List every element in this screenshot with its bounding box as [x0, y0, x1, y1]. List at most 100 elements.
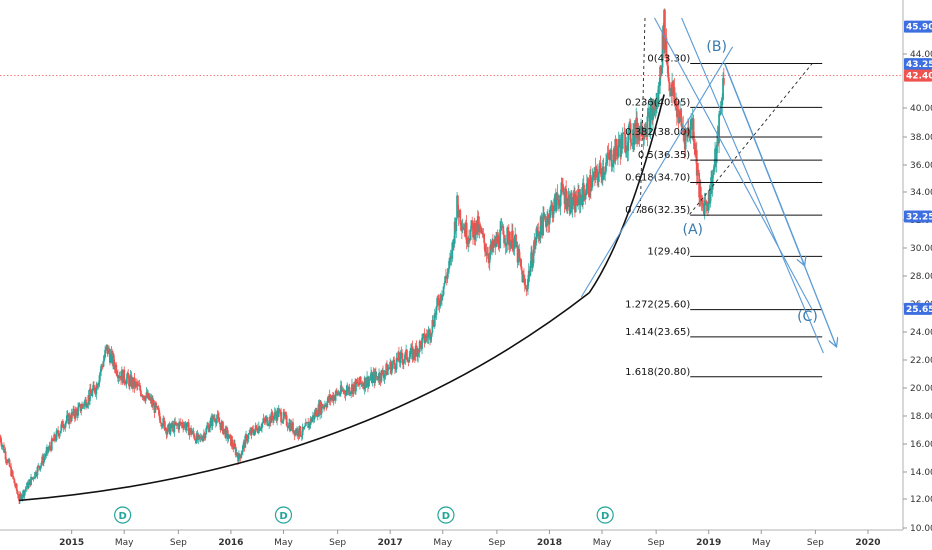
candle-body [596, 168, 599, 178]
price-tag: 25.65 [904, 302, 932, 315]
candle-body [658, 85, 661, 87]
candle-body [506, 227, 509, 244]
candle-body [60, 424, 63, 431]
candle-body [209, 420, 212, 428]
fib-level-label: 0(43.30) [647, 53, 690, 64]
candle-body [513, 238, 516, 249]
candle-body [527, 279, 529, 289]
event-marker-label: D [118, 511, 126, 522]
candle-body [606, 152, 609, 160]
dividend-event-marker[interactable]: D [437, 506, 455, 524]
candle-body [154, 402, 157, 413]
candle-body [89, 388, 92, 394]
candle-body [687, 129, 690, 135]
candle-body [378, 373, 381, 381]
candle-body [537, 230, 540, 237]
candle-body [600, 168, 603, 177]
candle-body [414, 345, 417, 357]
candle-body [167, 425, 169, 432]
candle-body [34, 472, 37, 476]
x-axis[interactable]: 2015 May Sep 2016 May Sep 2017 May Sep 2018 May Sep… [59, 530, 880, 548]
candle-body [559, 194, 562, 207]
support-curve-extension[interactable] [588, 94, 665, 294]
x-tick-label: 2017 [378, 538, 403, 548]
trendline[interactable] [654, 17, 813, 310]
fib-level-label: 1.414(23.65) [625, 327, 690, 338]
support-curve[interactable] [19, 94, 665, 502]
trendline[interactable] [580, 46, 734, 298]
candle-body [271, 412, 274, 418]
event-marker-circle[interactable] [274, 506, 293, 524]
candle-body [585, 193, 587, 196]
dividend-event-marker[interactable]: D [274, 506, 293, 524]
candle-body [611, 166, 614, 167]
dashed-guide-line[interactable] [689, 63, 813, 215]
price-tag-background [904, 69, 932, 82]
price-tag-label: 42.40 [906, 72, 932, 82]
candle-body [91, 390, 94, 396]
candle-body [190, 428, 193, 435]
fib-level-label: 0.5(36.35) [638, 150, 690, 161]
trendline[interactable] [681, 17, 824, 354]
candle-body [281, 420, 284, 423]
candle-body [409, 354, 411, 357]
candle-body [89, 388, 91, 401]
candle-body [525, 288, 528, 290]
candle-body [97, 382, 100, 385]
candle-body [286, 425, 289, 428]
candle-body [605, 162, 607, 172]
event-marker-circle[interactable] [596, 506, 614, 524]
candle-body [488, 252, 491, 263]
event-marker-circle[interactable] [114, 506, 132, 524]
candle-body [253, 430, 256, 436]
candle-body [566, 207, 568, 209]
candle-body [572, 197, 575, 206]
candle-body [492, 243, 495, 248]
candle-body [123, 369, 126, 382]
candle-body [655, 103, 658, 111]
candle-body [81, 404, 84, 406]
event-marker-circle[interactable] [437, 506, 455, 524]
candle-body [664, 9, 666, 50]
dividend-event-marker[interactable]: D [114, 506, 132, 524]
projection-arrow[interactable] [724, 63, 836, 346]
candle-body [335, 390, 337, 396]
candle-body [433, 325, 435, 327]
trendlines[interactable] [580, 17, 836, 354]
candle-body [647, 112, 650, 117]
candle-body [670, 87, 673, 97]
wave-label: (C) [797, 309, 818, 325]
candle-body [437, 297, 439, 300]
dashed-guide-line[interactable] [639, 17, 646, 215]
candle-body [406, 349, 408, 360]
candle-body [192, 430, 195, 435]
dividend-event-marker[interactable]: D [596, 506, 614, 524]
candle-body [443, 283, 446, 287]
candle-body [345, 390, 348, 396]
x-tick-label: Sep [807, 538, 824, 548]
fib-level-label: 0.236(40.05) [625, 97, 690, 108]
fibonacci-levels[interactable]: 0(43.30) 0.236(40.05) 0.382(38.00) 0.5(36.3… [625, 53, 823, 378]
support-curve-path[interactable] [19, 292, 590, 502]
candle-body [570, 192, 573, 209]
y-tick-label: 22.00 [910, 356, 932, 366]
candle-body [624, 133, 626, 153]
candle-body [713, 164, 716, 170]
candle-body [326, 401, 329, 408]
candle-body [282, 412, 285, 421]
price-tag: 43.25 [904, 58, 932, 71]
candle-body [531, 263, 534, 268]
candle-body [151, 400, 154, 407]
candle-body [631, 143, 634, 145]
candle-body [555, 192, 558, 211]
candle-body [274, 412, 277, 416]
candle-body [436, 297, 439, 307]
x-tick-label: 2016 [218, 538, 243, 548]
candle-body [304, 422, 307, 427]
candle-body [81, 404, 83, 409]
candle-body [668, 82, 671, 91]
candle-body [15, 484, 18, 491]
candle-body [52, 440, 55, 442]
